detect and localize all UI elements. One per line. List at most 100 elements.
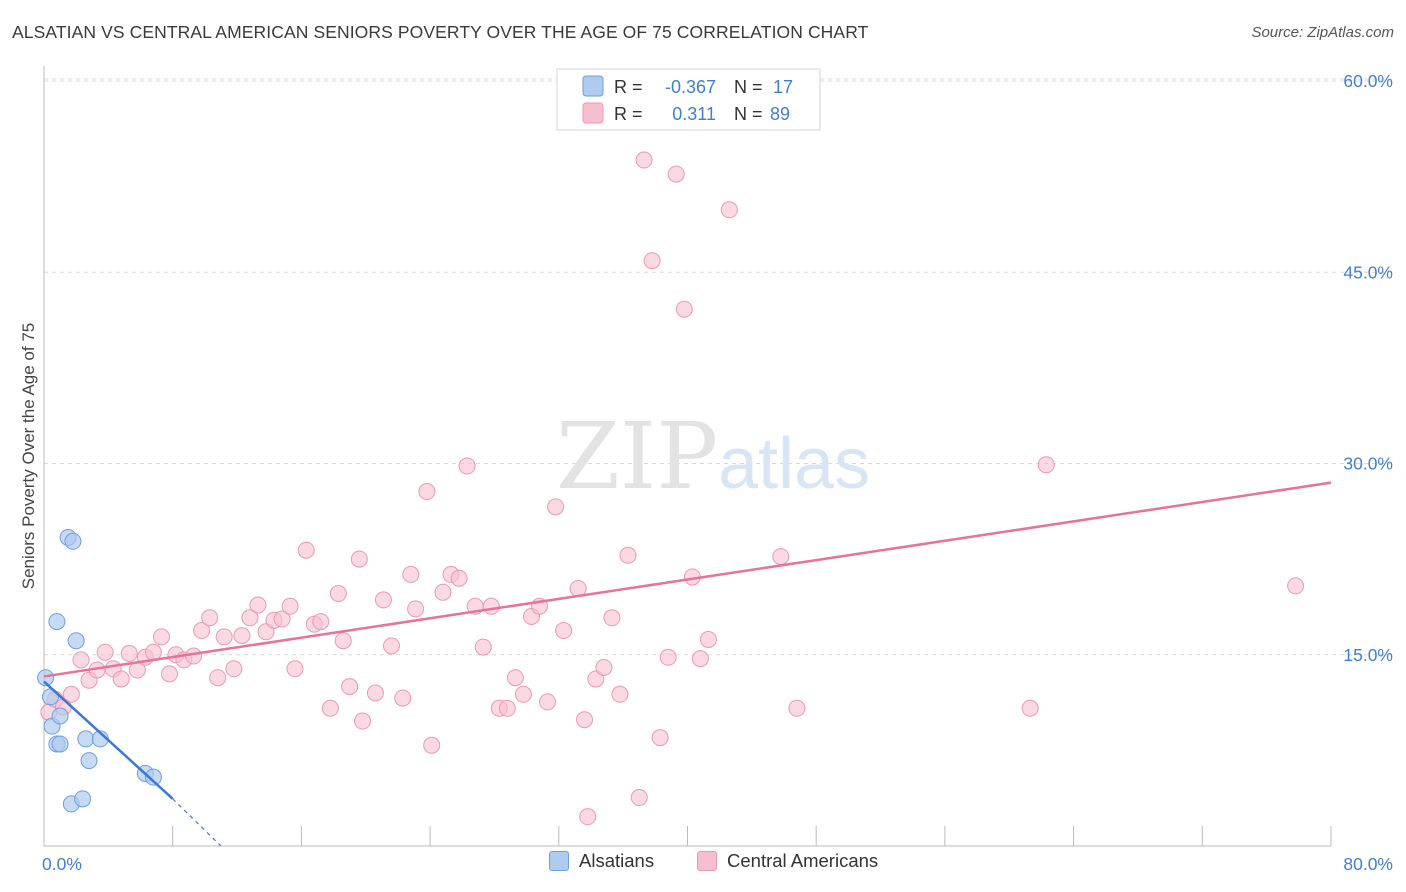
data-point-central-americans: [434, 583, 452, 601]
data-point-central-americans: [630, 789, 648, 807]
y-tick-label: 45.0%: [1343, 262, 1393, 282]
data-point-central-americans: [152, 628, 170, 646]
legend-label-alsatians: Alsatians: [579, 850, 655, 871]
data-point-central-americans: [474, 638, 492, 656]
data-point-central-americans: [334, 632, 352, 650]
data-point-central-americans: [659, 648, 677, 666]
legend-n-value-1: 17: [773, 77, 793, 97]
data-point-central-americans: [209, 669, 227, 687]
x-tick-label: 80.0%: [1343, 854, 1393, 874]
data-point-alsatians: [77, 730, 95, 748]
data-point-central-americans: [281, 597, 299, 615]
data-point-central-americans: [374, 591, 392, 609]
chart-title: ALSATIAN VS CENTRAL AMERICAN SENIORS POV…: [12, 22, 869, 42]
y-tick-label: 60.0%: [1343, 71, 1393, 91]
data-point-central-americans: [312, 613, 330, 631]
data-point-central-americans: [201, 609, 219, 627]
data-point-central-americans: [185, 647, 203, 665]
watermark-atlas: atlas: [718, 424, 870, 504]
data-point-central-americans: [1037, 456, 1055, 474]
data-point-central-americans: [382, 637, 400, 655]
legend-n-value-2: 89: [770, 104, 790, 124]
data-point-alsatians: [144, 768, 162, 786]
data-point-central-americans: [233, 627, 251, 645]
data-point-central-americans: [611, 685, 629, 703]
trend-lines: [43, 481, 1332, 847]
legend-swatch-alsatians: [582, 75, 604, 97]
y-tick-label: 15.0%: [1343, 645, 1393, 665]
data-point-central-americans: [576, 711, 594, 729]
data-point-central-americans: [720, 201, 738, 219]
series-alsatians: [37, 528, 162, 813]
data-point-central-americans: [249, 596, 267, 614]
data-point-alsatians: [80, 752, 98, 770]
trend-line-alsatians-extension: [172, 798, 222, 847]
legend-swatch-alsatians-bottom: [549, 851, 569, 871]
data-point-central-americans: [225, 660, 243, 678]
data-point-central-americans: [366, 684, 384, 702]
data-point-central-americans: [498, 699, 516, 717]
data-point-central-americans: [539, 693, 557, 711]
legend-bottom: Alsatians Central Americans: [0, 850, 1406, 880]
data-point-central-americans: [215, 628, 233, 646]
data-point-central-americans: [458, 457, 476, 475]
data-point-central-americans: [675, 300, 693, 318]
data-point-central-americans: [120, 644, 138, 662]
data-point-central-americans: [651, 729, 669, 747]
data-point-central-americans: [547, 498, 565, 516]
data-point-central-americans: [394, 689, 412, 707]
data-point-central-americans: [96, 643, 114, 661]
data-point-central-americans: [514, 685, 532, 703]
data-point-central-americans: [418, 483, 436, 501]
data-point-alsatians: [64, 532, 82, 550]
data-point-central-americans: [321, 699, 339, 717]
data-point-central-americans: [619, 546, 637, 564]
legend-item-alsatians: Alsatians: [549, 850, 654, 872]
data-point-central-americans: [788, 699, 806, 717]
x-tick-label: 0.0%: [42, 854, 82, 874]
legend-r-label-1: R =: [614, 77, 643, 97]
data-point-central-americans: [144, 643, 162, 661]
data-point-central-americans: [595, 659, 613, 676]
legend-n-label-1: N =: [734, 77, 763, 97]
data-point-central-americans: [62, 685, 80, 703]
data-point-central-americans: [72, 651, 90, 669]
tick-labels: 15.0% 30.0% 45.0% 60.0% 0.0% 80.0%: [42, 71, 1393, 874]
data-point-central-americans: [402, 565, 420, 583]
y-tick-label: 30.0%: [1343, 454, 1393, 474]
legend-swatch-central-americans: [582, 102, 604, 124]
watermark-zip: ZIP: [556, 403, 718, 510]
data-point-central-americans: [450, 569, 468, 587]
data-point-central-americans: [1021, 699, 1039, 717]
legend-label-central-americans: Central Americans: [727, 850, 879, 871]
data-point-alsatians: [48, 613, 66, 631]
data-point-central-americans: [160, 665, 178, 683]
data-point-central-americans: [112, 670, 130, 688]
legend-swatch-central-americans-bottom: [697, 851, 717, 871]
data-point-central-americans: [286, 660, 304, 678]
data-point-central-americans: [329, 585, 347, 603]
watermark: ZIP atlas: [556, 403, 870, 510]
data-point-central-americans: [241, 609, 259, 627]
legend-r-value-1: -0.367: [665, 77, 716, 97]
data-point-central-americans: [354, 712, 372, 730]
trend-line-central-americans: [43, 481, 1332, 678]
legend-top: R = -0.367 N = 17 R = 0.311 N = 89: [556, 68, 821, 131]
data-point-alsatians: [51, 735, 69, 753]
data-point-central-americans: [643, 252, 661, 270]
data-point-central-americans: [506, 669, 524, 687]
data-point-central-americans: [350, 550, 368, 568]
data-point-central-americans: [603, 609, 621, 627]
data-point-central-americans: [667, 165, 685, 183]
legend-r-label-2: R =: [614, 104, 643, 124]
data-point-central-americans: [341, 678, 359, 696]
data-point-alsatians: [74, 790, 92, 808]
legend-r-value-2: 0.311: [672, 104, 716, 124]
data-point-central-americans: [772, 548, 790, 566]
data-point-central-americans: [273, 610, 291, 628]
data-point-central-americans: [423, 736, 441, 754]
data-point-alsatians: [67, 632, 85, 650]
data-point-central-americans: [579, 808, 597, 826]
data-point-central-americans: [407, 600, 425, 618]
